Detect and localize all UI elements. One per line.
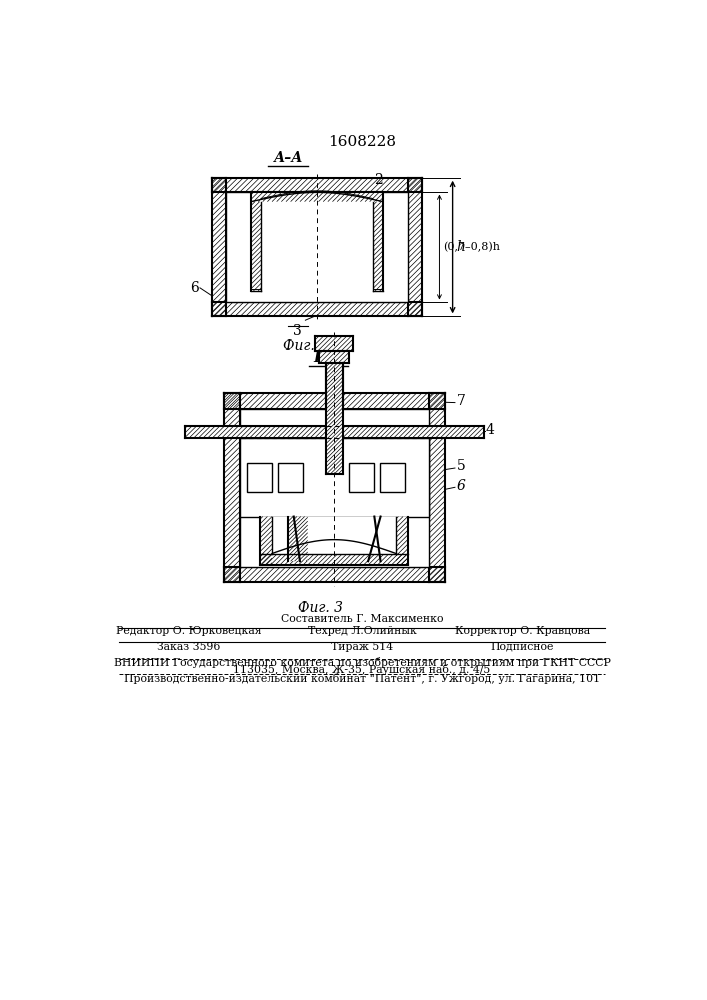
Text: Производственно-издательский комбинат "Патент", г. Ужгород, ул. Гагарина, 101: Производственно-издательский комбинат "П… <box>124 673 600 684</box>
Polygon shape <box>408 178 421 316</box>
Polygon shape <box>429 393 445 582</box>
Bar <box>279 463 303 492</box>
Text: Техред Л.Олийнык: Техред Л.Олийнык <box>308 626 416 636</box>
Polygon shape <box>224 393 445 409</box>
Polygon shape <box>288 517 308 561</box>
Text: Тираж 514: Тираж 514 <box>331 642 393 652</box>
Polygon shape <box>396 517 408 565</box>
Text: 6: 6 <box>457 479 465 493</box>
Polygon shape <box>325 363 343 474</box>
Polygon shape <box>212 302 421 316</box>
Text: 4: 4 <box>485 423 494 437</box>
Text: Фиг. 3: Фиг. 3 <box>298 601 344 615</box>
Polygon shape <box>240 409 429 567</box>
Polygon shape <box>224 567 445 582</box>
Polygon shape <box>373 202 383 291</box>
Text: 3: 3 <box>293 324 302 338</box>
Text: 2: 2 <box>373 173 382 187</box>
Polygon shape <box>251 202 261 291</box>
Bar <box>349 463 373 492</box>
Text: 7: 7 <box>457 394 465 408</box>
Text: Заказ 3596: Заказ 3596 <box>158 642 221 652</box>
Polygon shape <box>325 393 343 409</box>
Polygon shape <box>260 517 272 565</box>
Polygon shape <box>315 336 354 351</box>
Polygon shape <box>240 438 429 517</box>
Text: (0,7–0,8)h: (0,7–0,8)h <box>443 242 501 252</box>
Text: Фиг. 2: Фиг. 2 <box>283 339 328 353</box>
Polygon shape <box>325 425 343 439</box>
Bar <box>380 463 404 492</box>
Bar <box>247 463 272 492</box>
Polygon shape <box>320 351 349 363</box>
Text: 1608228: 1608228 <box>328 135 396 149</box>
Text: 5: 5 <box>457 460 465 474</box>
Text: А–А: А–А <box>274 151 303 165</box>
Polygon shape <box>185 426 484 438</box>
Text: 113035, Москва, Ж-35, Раушская наб., д. 4/5: 113035, Москва, Ж-35, Раушская наб., д. … <box>233 664 491 675</box>
Text: 6: 6 <box>189 281 199 295</box>
Text: Корректор О. Кравцова: Корректор О. Кравцова <box>455 626 590 636</box>
Text: Подписное: Подписное <box>491 642 554 652</box>
Polygon shape <box>212 178 226 316</box>
Polygon shape <box>272 517 396 554</box>
Text: ВНИИПИ Государственного комитета по изобретениям и открытиям при ГКНТ СССР: ВНИИПИ Государственного комитета по изоб… <box>114 657 610 668</box>
Text: Редактор О. Юрковецкая: Редактор О. Юрковецкая <box>117 626 262 636</box>
Polygon shape <box>224 393 240 582</box>
Polygon shape <box>260 554 408 565</box>
Text: Составитель Г. Максименко: Составитель Г. Максименко <box>281 614 443 624</box>
Polygon shape <box>226 192 408 302</box>
Polygon shape <box>261 202 373 291</box>
Text: h: h <box>457 240 465 254</box>
Polygon shape <box>251 192 383 202</box>
Polygon shape <box>212 178 421 192</box>
Text: Б–Б: Б–Б <box>313 351 344 365</box>
